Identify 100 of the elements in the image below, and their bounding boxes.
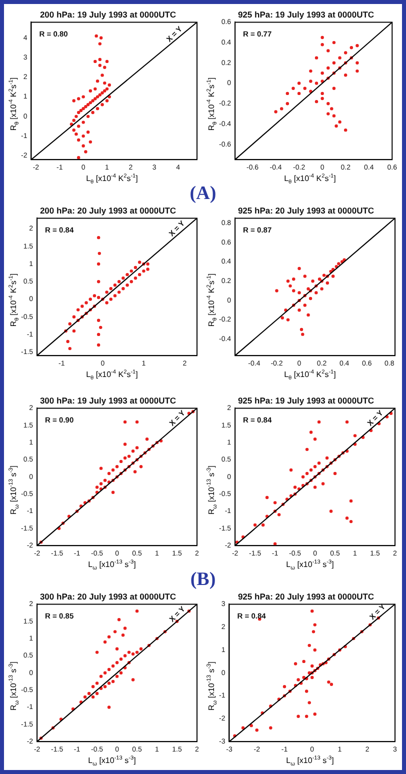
point [72, 99, 76, 102]
point [98, 58, 102, 62]
point [94, 60, 97, 64]
point [72, 329, 76, 333]
point [310, 676, 314, 680]
point [83, 695, 87, 699]
chart-title: 925 hPa: 20 July 1993 at 0000UTC [238, 205, 374, 216]
point [103, 478, 107, 482]
point [103, 671, 107, 674]
point [111, 680, 115, 684]
point [107, 635, 111, 638]
point [135, 650, 139, 654]
point [82, 144, 85, 148]
point [305, 472, 309, 476]
point [332, 40, 336, 44]
point [74, 114, 78, 118]
point [338, 120, 342, 124]
point [326, 49, 330, 52]
point [298, 266, 301, 270]
point [126, 272, 129, 276]
point [310, 609, 314, 613]
point [265, 496, 269, 500]
point [88, 140, 92, 144]
point [356, 61, 359, 65]
point [332, 114, 336, 118]
point [289, 468, 293, 472]
point [105, 301, 108, 304]
point [68, 346, 72, 350]
point [146, 262, 150, 266]
point [321, 482, 325, 486]
point [96, 236, 100, 240]
point [288, 284, 292, 288]
point [296, 678, 300, 682]
point [134, 266, 138, 270]
point [82, 120, 85, 124]
point [123, 626, 127, 630]
point [96, 262, 100, 266]
point [115, 647, 119, 650]
point [133, 470, 137, 474]
point [146, 268, 150, 271]
text: L$_{θ}$ [x10$^{-4}$ K$^{2}$s$^{-1}$] [284, 369, 336, 382]
point [74, 132, 78, 136]
point [95, 692, 99, 696]
point [96, 332, 100, 336]
point [123, 456, 127, 460]
x-axis-title: L$_{ω}$ [x10$^{-13}$ s$^{-3}$] [285, 755, 335, 768]
point [109, 287, 112, 290]
point [88, 89, 92, 92]
point [121, 634, 125, 637]
point [314, 82, 318, 85]
point [72, 128, 76, 132]
x-axis-title: L$_{ω}$ [x10$^{-13}$ s$^{-3}$] [285, 559, 335, 572]
point [76, 156, 80, 160]
point [253, 523, 257, 527]
point [274, 110, 278, 114]
point [119, 658, 123, 661]
point [103, 81, 106, 85]
point [91, 685, 95, 688]
point [356, 44, 359, 48]
point [309, 468, 313, 472]
point [68, 322, 72, 326]
point [353, 434, 357, 438]
point [296, 714, 300, 718]
point [286, 318, 290, 322]
point [326, 112, 330, 116]
text: (A) [188, 183, 218, 204]
point [96, 343, 100, 347]
point [92, 294, 96, 298]
point [117, 280, 121, 284]
point [72, 315, 76, 318]
point [255, 728, 258, 732]
point [113, 294, 117, 298]
point [275, 289, 278, 292]
point [313, 712, 316, 716]
point [82, 134, 85, 138]
point [332, 61, 336, 65]
point [80, 304, 84, 308]
point [72, 118, 76, 122]
point [293, 486, 297, 489]
point [86, 114, 90, 118]
point [139, 464, 143, 468]
point [302, 676, 306, 680]
point [131, 652, 135, 656]
point [337, 262, 340, 266]
point [309, 69, 312, 73]
point [84, 150, 88, 154]
point [111, 664, 115, 668]
point [304, 714, 308, 718]
point [88, 101, 92, 104]
point [100, 103, 104, 106]
point [134, 276, 138, 280]
point [86, 130, 90, 134]
point [135, 609, 139, 613]
point [344, 128, 348, 132]
point [313, 438, 317, 441]
point [313, 648, 316, 652]
point [314, 56, 318, 60]
point [297, 92, 301, 96]
x-axis-title: L$_{ω}$ [x10$^{-13}$ s$^{-3}$] [87, 559, 137, 572]
point [273, 542, 277, 546]
